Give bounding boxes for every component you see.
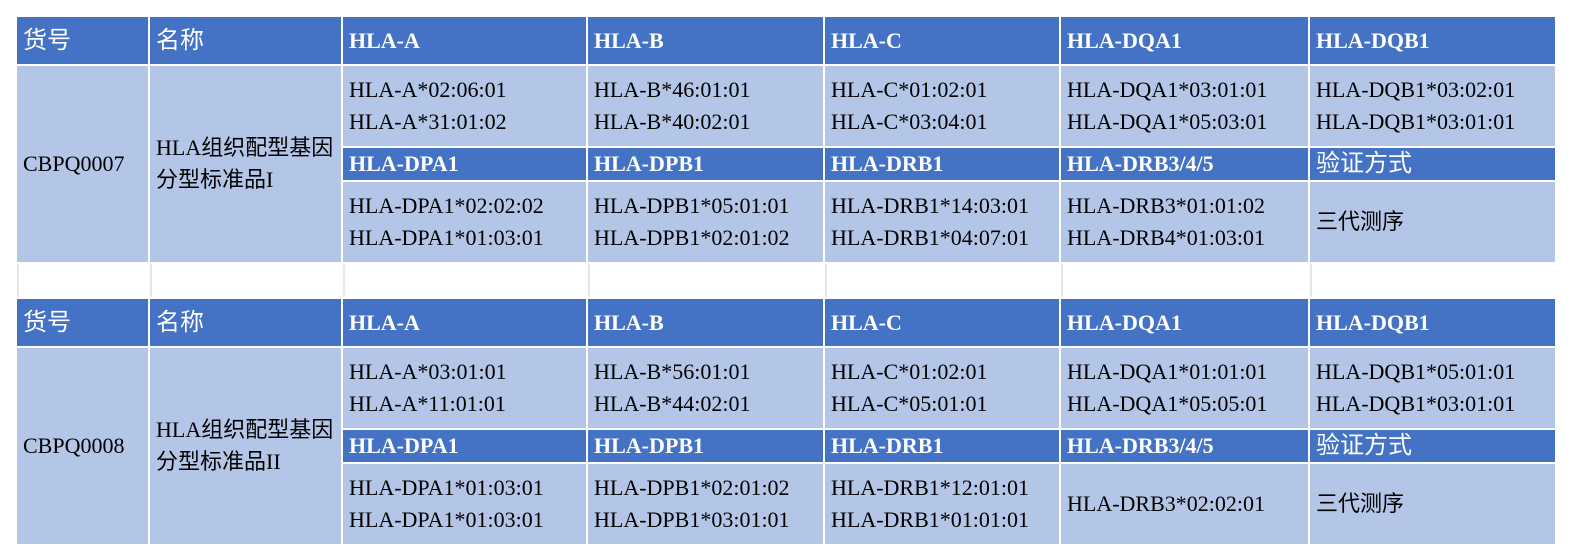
allele-cell: HLA-DQA1*03:01:01 HLA-DQA1*05:03:01 [1061, 66, 1308, 146]
allele-value: HLA-DPA1*01:03:01 [349, 475, 544, 500]
header-cell: HLA-C [825, 17, 1059, 64]
subheader-cell: 验证方式 [1310, 148, 1555, 180]
allele-value: HLA-A*03:01:01 [349, 359, 507, 384]
header-cell: 货号 [17, 299, 148, 346]
header-cell: HLA-A [343, 17, 586, 64]
allele-value: 三代测序 [1316, 209, 1405, 234]
subheader-cell: HLA-DRB3/4/5 [1061, 148, 1308, 180]
allele-value: HLA-DRB4*01:03:01 [1067, 225, 1265, 250]
subheader-cell: HLA-DPB1 [588, 148, 823, 180]
allele-value: HLA-DQA1*01:01:01 [1067, 359, 1268, 384]
spacer-cell [17, 264, 148, 297]
header-cell: HLA-C [825, 299, 1059, 346]
allele-cell: HLA-B*46:01:01 HLA-B*40:02:01 [588, 66, 823, 146]
subheader-cell: HLA-DRB1 [825, 148, 1059, 180]
allele-cell: HLA-B*56:01:01 HLA-B*44:02:01 [588, 348, 823, 428]
allele-value: HLA-DPB1*05:01:01 [594, 193, 790, 218]
allele-cell: HLA-DPB1*02:01:02 HLA-DPB1*03:01:01 [588, 464, 823, 544]
subheader-cell: HLA-DPA1 [343, 148, 586, 180]
header-cell: 货号 [17, 17, 148, 64]
allele-cell: HLA-C*01:02:01 HLA-C*05:01:01 [825, 348, 1059, 428]
allele-value: HLA-A*11:01:01 [349, 391, 506, 416]
allele-cell: HLA-DRB1*12:01:01 HLA-DRB1*01:01:01 [825, 464, 1059, 544]
spacer-cell [825, 264, 1059, 297]
allele-value: HLA-C*03:04:01 [831, 109, 988, 134]
header-cell: HLA-DQA1 [1061, 17, 1308, 64]
allele-value: HLA-DQB1*03:02:01 [1316, 77, 1516, 102]
allele-value: 三代测序 [1316, 491, 1405, 516]
subheader-cell: HLA-DPA1 [343, 430, 586, 462]
allele-value: HLA-DRB1*12:01:01 [831, 475, 1029, 500]
allele-cell: HLA-DPA1*02:02:02 HLA-DPA1*01:03:01 [343, 182, 586, 262]
header-cell: HLA-DQB1 [1310, 17, 1555, 64]
allele-cell: HLA-A*03:01:01 HLA-A*11:01:01 [343, 348, 586, 428]
header-cell: 名称 [150, 17, 341, 64]
allele-value: HLA-DQA1*03:01:01 [1067, 77, 1268, 102]
allele-value: HLA-B*56:01:01 [594, 359, 751, 384]
allele-cell: 三代测序 [1310, 464, 1555, 544]
spacer-cell [343, 264, 586, 297]
product-name: HLA组织配型基因分型标准品I [150, 66, 341, 262]
allele-cell: HLA-A*02:06:01 HLA-A*31:01:02 [343, 66, 586, 146]
header-cell: HLA-A [343, 299, 586, 346]
subheader-cell: 验证方式 [1310, 430, 1555, 462]
allele-cell: HLA-DRB3*01:01:02 HLA-DRB4*01:03:01 [1061, 182, 1308, 262]
subheader-cell: HLA-DRB1 [825, 430, 1059, 462]
allele-value: HLA-DRB3*02:02:01 [1067, 491, 1265, 516]
allele-value: HLA-A*02:06:01 [349, 77, 507, 102]
spacer-cell [1310, 264, 1555, 297]
allele-value: HLA-DPB1*02:01:02 [594, 225, 790, 250]
allele-value: HLA-DPA1*01:03:01 [349, 507, 544, 532]
allele-value: HLA-DPB1*02:01:02 [594, 475, 790, 500]
allele-value: HLA-B*46:01:01 [594, 77, 751, 102]
subheader-cell: HLA-DPB1 [588, 430, 823, 462]
allele-value: HLA-DQA1*05:03:01 [1067, 109, 1268, 134]
allele-value: HLA-DPB1*03:01:01 [594, 507, 790, 532]
allele-cell: HLA-DRB1*14:03:01 HLA-DRB1*04:07:01 [825, 182, 1059, 262]
allele-cell: HLA-DQB1*03:02:01 HLA-DQB1*03:01:01 [1310, 66, 1555, 146]
product-block: 货号 名称 HLA-A HLA-B HLA-C HLA-DQA1 HLA-DQB1 CBPQ0… [17, 299, 1555, 544]
header-cell: HLA-DQB1 [1310, 299, 1555, 346]
allele-value: HLA-DQB1*05:01:01 [1316, 359, 1516, 384]
allele-cell: HLA-DPB1*05:01:01 HLA-DPB1*02:01:02 [588, 182, 823, 262]
subheader-cell: HLA-DRB3/4/5 [1061, 430, 1308, 462]
allele-cell: HLA-DQB1*05:01:01 HLA-DQB1*03:01:01 [1310, 348, 1555, 428]
allele-value: HLA-DQB1*03:01:01 [1316, 109, 1516, 134]
product-block: 货号 名称 HLA-A HLA-B HLA-C HLA-DQA1 HLA-DQB1 CBPQ0… [17, 17, 1555, 262]
spacer-cell [1061, 264, 1308, 297]
allele-value: HLA-DPA1*02:02:02 [349, 193, 544, 218]
header-cell: HLA-B [588, 299, 823, 346]
header-cell: HLA-B [588, 17, 823, 64]
allele-value: HLA-DPA1*01:03:01 [349, 225, 544, 250]
allele-cell: HLA-C*01:02:01 HLA-C*03:04:01 [825, 66, 1059, 146]
spacer-cell [150, 264, 341, 297]
allele-cell: 三代测序 [1310, 182, 1555, 262]
allele-value: HLA-C*01:02:01 [831, 77, 988, 102]
product-code: CBPQ0007 [17, 66, 148, 262]
allele-value: HLA-DQA1*05:05:01 [1067, 391, 1268, 416]
allele-value: HLA-B*40:02:01 [594, 109, 751, 134]
allele-value: HLA-C*05:01:01 [831, 391, 988, 416]
allele-value: HLA-DRB1*04:07:01 [831, 225, 1029, 250]
spacer-cell [588, 264, 823, 297]
allele-value: HLA-DQB1*03:01:01 [1316, 391, 1516, 416]
allele-value: HLA-DRB1*01:01:01 [831, 507, 1029, 532]
allele-value: HLA-B*44:02:01 [594, 391, 751, 416]
allele-value: HLA-DRB1*14:03:01 [831, 193, 1029, 218]
allele-cell: HLA-DQA1*01:01:01 HLA-DQA1*05:05:01 [1061, 348, 1308, 428]
allele-value: HLA-A*31:01:02 [349, 109, 507, 134]
product-name: HLA组织配型基因分型标准品II [150, 348, 341, 544]
allele-value: HLA-DRB3*01:01:02 [1067, 193, 1265, 218]
header-cell: 名称 [150, 299, 341, 346]
hla-product-table: 货号 名称 HLA-A HLA-B HLA-C HLA-DQA1 HLA-DQB1 CBPQ0… [17, 17, 1555, 544]
header-cell: HLA-DQA1 [1061, 299, 1308, 346]
allele-cell: HLA-DPA1*01:03:01 HLA-DPA1*01:03:01 [343, 464, 586, 544]
allele-cell: HLA-DRB3*02:02:01 [1061, 464, 1308, 544]
allele-value: HLA-C*01:02:01 [831, 359, 988, 384]
spacer-row [17, 264, 1555, 297]
product-code: CBPQ0008 [17, 348, 148, 544]
